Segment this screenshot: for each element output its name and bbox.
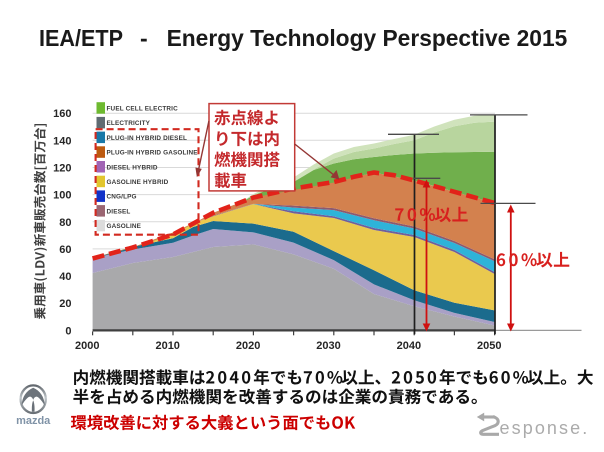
svg-text:GASOLINE: GASOLINE [107,223,142,230]
svg-text:ELECTRICITY: ELECTRICITY [107,120,151,127]
svg-text:2020: 2020 [236,340,260,352]
svg-text:FUEL CELL ELECTRIC: FUEL CELL ELECTRIC [107,106,179,113]
svg-text:120: 120 [53,163,71,175]
svg-text:mazda: mazda [16,415,51,427]
svg-text:2030: 2030 [316,340,340,352]
svg-text:2040: 2040 [397,340,421,352]
svg-text:80: 80 [59,217,71,229]
svg-text:CNG/LPG: CNG/LPG [107,194,137,201]
svg-text:160: 160 [53,108,71,120]
svg-text:60: 60 [59,244,71,256]
svg-text:20: 20 [59,298,71,310]
svg-text:40: 40 [59,271,71,283]
svg-text:100: 100 [53,190,71,202]
svg-text:2010: 2010 [155,340,179,352]
svg-text:2050: 2050 [477,340,501,352]
svg-text:140: 140 [53,135,71,147]
svg-text:PLUG-IN HYBRID DIESEL: PLUG-IN HYBRID DIESEL [107,135,188,142]
svg-text:esponse.: esponse. [500,418,590,438]
svg-text:DIESEL: DIESEL [107,208,131,215]
svg-text:PLUG-IN HYBRID GASOLINE: PLUG-IN HYBRID GASOLINE [107,150,199,157]
svg-text:2000: 2000 [75,340,99,352]
svg-text:GASOLINE HYBRID: GASOLINE HYBRID [107,179,169,186]
svg-text:DIESEL HYBRID: DIESEL HYBRID [107,164,158,171]
svg-text:IEA/ETP-Energy Technology Pers: IEA/ETP - Energy Technology Perspective 20… [39,25,567,51]
svg-text:0: 0 [65,325,71,337]
